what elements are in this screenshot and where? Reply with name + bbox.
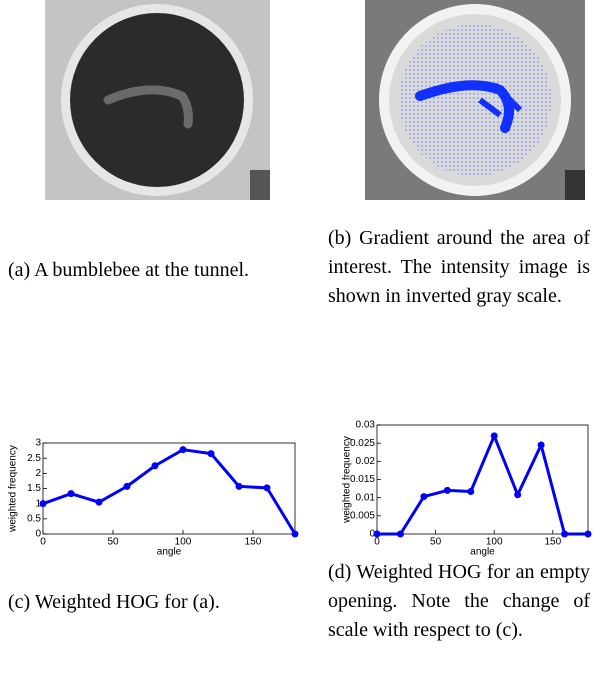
x-tick-label: 0 [40, 537, 46, 548]
data-point [490, 432, 498, 440]
y-tick-label: 0.015 [350, 474, 375, 485]
x-tick-label: 100 [175, 537, 192, 548]
data-point [207, 450, 215, 458]
y-tick-label: 0.02 [356, 456, 376, 467]
y-tick-label: 2.5 [27, 453, 41, 464]
data-point [291, 530, 299, 538]
caption: (a) A bumblebee at the tunnel. [8, 259, 250, 281]
data-point [67, 490, 75, 498]
x-tick-label: 100 [486, 537, 503, 548]
x-tick-label: 50 [107, 537, 119, 548]
y-axis-label: weighted frequency [8, 445, 19, 533]
y-tick-label: 0.01 [356, 492, 376, 503]
data-line [42, 448, 297, 535]
x-tick-label: 150 [544, 537, 561, 548]
y-tick-label: 1 [35, 498, 41, 509]
data-point [95, 498, 103, 506]
y-tick-label: 0.03 [356, 420, 376, 431]
x-axis-label: angle [157, 547, 182, 558]
plot-frame [376, 424, 589, 535]
data-point [514, 491, 522, 499]
y-tick-label: 3 [35, 438, 41, 449]
x-axis-label: angle [470, 547, 495, 558]
data-point [584, 530, 592, 538]
caption: (b) Gradient around the area of interest… [328, 227, 590, 307]
data-point [263, 484, 271, 492]
caption: (c) Weighted HOG for (a). [8, 591, 220, 613]
image-a [45, 0, 270, 200]
data-point [467, 487, 475, 495]
y-tick-label: 1.5 [27, 483, 41, 494]
y-tick-label: 0 [35, 529, 41, 540]
data-point [179, 446, 187, 454]
y-tick-label: 0.005 [350, 510, 375, 521]
x-tick-label: 50 [430, 537, 442, 548]
data-point [123, 482, 131, 490]
y-tick-label: 0 [369, 529, 375, 540]
data-point [39, 500, 47, 508]
x-tick-label: 150 [245, 537, 262, 548]
y-tick-label: 0.5 [27, 513, 41, 524]
data-point [443, 486, 451, 494]
data-point [396, 530, 404, 538]
data-point [151, 462, 159, 470]
data-point [561, 530, 569, 538]
caption: (d) Weighted HOG for an empty opening. N… [328, 561, 590, 641]
data-point [373, 530, 381, 538]
data-line [377, 434, 588, 536]
data-point [420, 493, 428, 501]
x-tick-label: 0 [374, 537, 380, 548]
data-point [537, 441, 545, 449]
y-axis-label: weighted frequency [342, 436, 353, 524]
data-point [235, 482, 243, 490]
y-tick-label: 0.025 [350, 438, 375, 449]
image-b [365, 0, 585, 200]
y-tick-label: 2 [35, 468, 41, 479]
